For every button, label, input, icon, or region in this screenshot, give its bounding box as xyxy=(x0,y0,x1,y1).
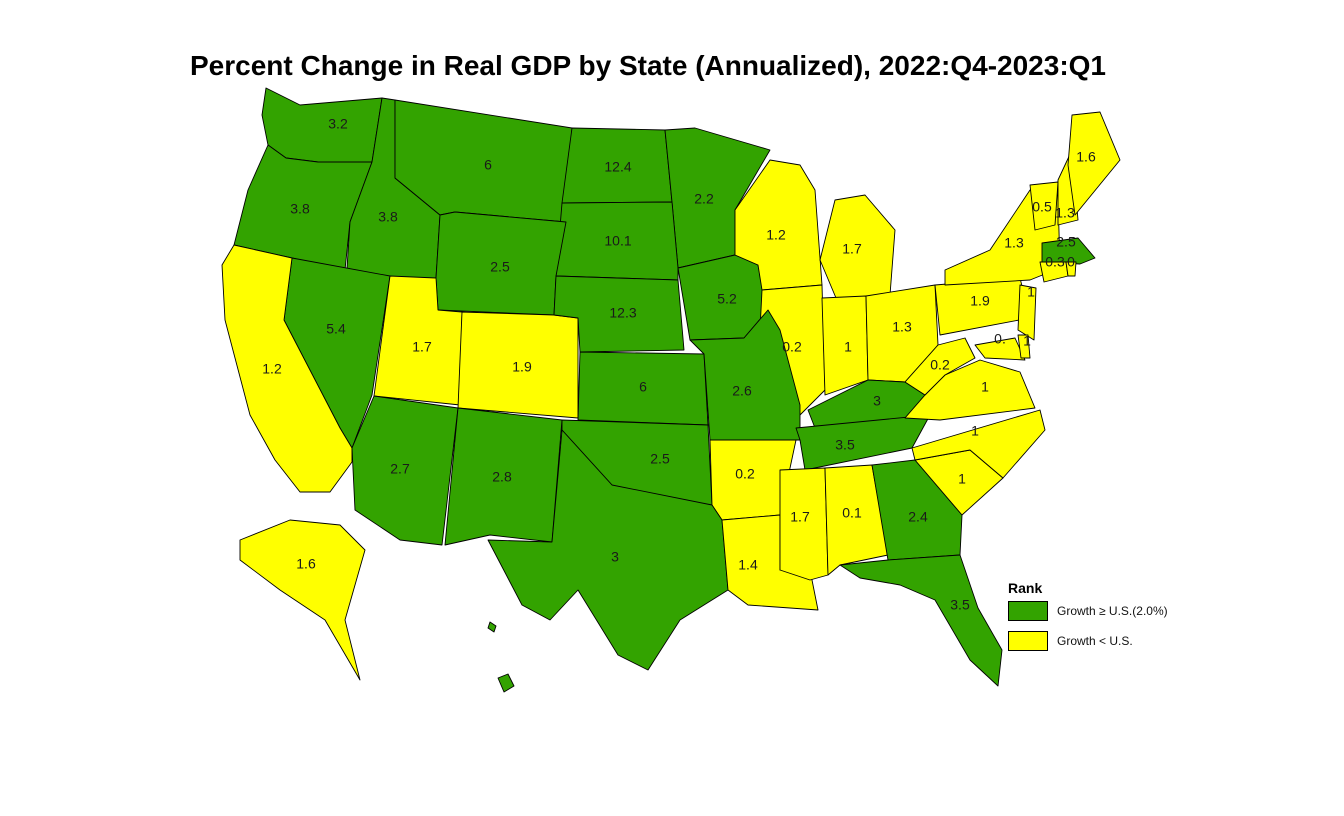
state-value-tn: 3.5 xyxy=(835,437,855,453)
state-co xyxy=(457,311,579,419)
state-hi xyxy=(487,621,515,693)
state-value-il: 0.2 xyxy=(782,339,802,355)
state-value-tx: 3 xyxy=(611,549,619,565)
state-value-de: 1 xyxy=(1023,333,1031,349)
state-ca xyxy=(221,244,353,493)
state-vt xyxy=(1029,181,1059,231)
state-value-vt: 0.5 xyxy=(1032,199,1052,215)
legend-label-above: Growth ≥ U.S.(2.0%) xyxy=(1057,604,1168,618)
state-value-nh: 1.3 xyxy=(1055,205,1075,221)
state-value-nj: 1 xyxy=(1027,284,1035,300)
state-value-ia: 5.2 xyxy=(717,291,737,307)
state-value-me: 1.6 xyxy=(1076,149,1096,165)
state-value-mo: 2.6 xyxy=(732,383,752,399)
state-value-la: 1.4 xyxy=(738,557,758,573)
state-value-al: 0.1 xyxy=(842,505,862,521)
state-mo xyxy=(689,309,801,441)
state-ga xyxy=(871,459,963,561)
state-nj xyxy=(1017,284,1037,341)
state-wy xyxy=(435,211,567,316)
state-wa xyxy=(261,87,383,163)
state-value-ny: 1.3 xyxy=(1004,235,1024,251)
legend-swatch-above xyxy=(1008,601,1048,621)
state-value-va: 1 xyxy=(981,379,989,395)
state-value-or: 3.8 xyxy=(290,201,310,217)
state-de xyxy=(1017,334,1031,359)
state-value-ut: 1.7 xyxy=(412,339,432,355)
legend-swatch-below xyxy=(1008,631,1048,651)
state-value-id: 3.8 xyxy=(378,209,398,225)
state-value-wi: 1.2 xyxy=(766,227,786,243)
state-value-ct: 0.3 xyxy=(1045,254,1065,270)
state-value-ar: 0.2 xyxy=(735,466,755,482)
legend: Rank Growth ≥ U.S.(2.0%) Growth < U.S. xyxy=(1008,580,1218,660)
legend-title: Rank xyxy=(1008,580,1043,596)
state-value-ri: 0 xyxy=(1067,254,1075,270)
state-me xyxy=(1067,111,1121,216)
state-value-ky: 3 xyxy=(873,393,881,409)
legend-item-below: Growth < U.S. xyxy=(1008,630,1218,652)
state-nm xyxy=(444,407,563,546)
state-nc xyxy=(911,409,1046,479)
state-ak xyxy=(239,519,366,681)
state-or xyxy=(233,144,373,271)
state-value-ok: 2.5 xyxy=(650,451,670,467)
state-ny xyxy=(944,189,1061,286)
state-value-ca: 1.2 xyxy=(262,361,282,377)
state-value-wv: 0.2 xyxy=(930,357,950,373)
state-value-az: 2.7 xyxy=(390,461,410,477)
state-value-nm: 2.8 xyxy=(492,469,512,485)
state-value-nd: 12.4 xyxy=(604,159,631,175)
state-value-in: 1 xyxy=(844,339,852,355)
state-value-nc: 1 xyxy=(971,423,979,439)
state-value-wa: 3.2 xyxy=(328,116,348,132)
state-value-ma: 2.5 xyxy=(1056,234,1076,250)
map-title: Percent Change in Real GDP by State (Ann… xyxy=(190,50,1106,81)
state-value-nv: 5.4 xyxy=(326,321,346,337)
legend-label-below: Growth < U.S. xyxy=(1057,634,1133,648)
state-value-ks: 6 xyxy=(639,379,647,395)
state-value-co: 1.9 xyxy=(512,359,532,375)
state-tx xyxy=(487,429,729,671)
state-value-fl: 3.5 xyxy=(950,597,970,613)
state-value-sc: 1 xyxy=(958,471,966,487)
state-value-md: 0. xyxy=(994,331,1006,347)
state-md xyxy=(974,337,1026,361)
state-value-ne: 12.3 xyxy=(609,305,636,321)
state-value-sd: 10.1 xyxy=(604,233,631,249)
state-wv xyxy=(904,337,976,396)
state-value-wy: 2.5 xyxy=(490,259,510,275)
state-value-mi: 1.7 xyxy=(842,241,862,257)
state-ri xyxy=(1065,261,1077,277)
state-al xyxy=(824,464,889,576)
state-value-mn: 2.2 xyxy=(694,191,714,207)
state-value-ms: 1.7 xyxy=(790,509,810,525)
state-ma xyxy=(1041,237,1096,265)
state-value-oh: 1.3 xyxy=(892,319,912,335)
legend-item-above: Growth ≥ U.S.(2.0%) xyxy=(1008,600,1218,622)
state-value-pa: 1.9 xyxy=(970,293,990,309)
state-value-mt: 6 xyxy=(484,157,492,173)
state-value-ak: 1.6 xyxy=(296,556,316,572)
state-fl xyxy=(839,554,1003,687)
state-value-ga: 2.4 xyxy=(908,509,928,525)
